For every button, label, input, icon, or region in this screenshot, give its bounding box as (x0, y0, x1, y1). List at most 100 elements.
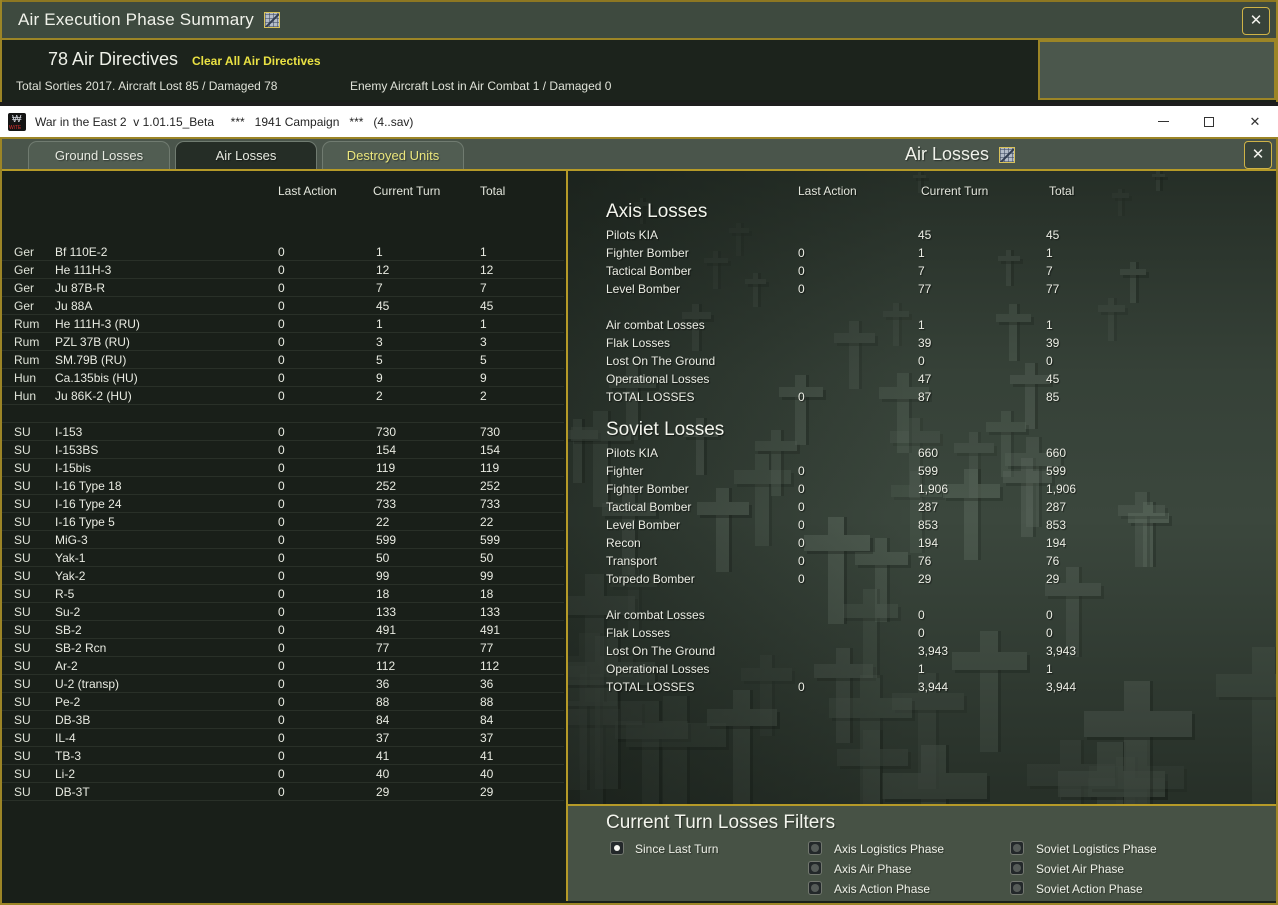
cell-group: Ger (14, 263, 35, 277)
table-group-spacer (2, 405, 564, 423)
cell-last: 0 (278, 479, 285, 493)
loss-row: Air combat Losses 0 0 (568, 606, 1276, 624)
loss-row: TOTAL LOSSES 0 87 85 (568, 388, 1276, 406)
close-button[interactable]: ✕ (1232, 106, 1278, 137)
aircraft-rows: Ger Bf 110E-2 0 1 1 Ger He 111H-3 0 12 12 Ger Ju 87… (2, 243, 564, 801)
cell-current: 599 (918, 464, 939, 478)
left-table-header: Last Action Current Turn Total (2, 184, 566, 200)
checkbox-label-axis-logistics-phase: Axis Logistics Phase (834, 842, 945, 856)
right-table-header: Last Action Current Turn Total (568, 184, 1276, 200)
checkbox-axis-action-phase[interactable] (808, 881, 822, 895)
cell-group: Hun (14, 389, 37, 403)
cell-total: 45 (480, 299, 494, 313)
cell-total: 45 (1046, 372, 1060, 386)
window-titlebar[interactable]: War in the East 2 v 1.01.15_Beta *** 194… (0, 106, 1278, 137)
cell-current: 36 (376, 677, 390, 691)
col-last-action: Last Action (798, 184, 857, 198)
checkbox-soviet-action-phase[interactable] (1010, 881, 1024, 895)
cell-total: 119 (480, 461, 500, 475)
enemy-losses-summary-text: Enemy Aircraft Lost in Air Combat 1 / Da… (350, 79, 612, 93)
table-row: SU I-153 0 730 730 (2, 423, 564, 441)
table-row: SU Ar-2 0 112 112 (2, 657, 564, 675)
cell-name: IL-4 (55, 731, 76, 745)
section-spacer (568, 298, 1276, 316)
cell-name: I-153 (55, 425, 83, 439)
loss-row: Transport 0 76 76 (568, 552, 1276, 570)
table-row: SU MiG-3 0 599 599 (2, 531, 564, 549)
panel-close-button[interactable]: ✕ (1244, 141, 1272, 169)
cell-group: Rum (14, 317, 40, 331)
cell-group: SU (14, 497, 31, 511)
cell-last: 0 (278, 641, 285, 655)
cell-group: SU (14, 443, 31, 457)
loss-row: Tactical Bomber 0 287 287 (568, 498, 1276, 516)
cell-label: Fighter (606, 464, 644, 478)
table-row: SU I-153BS 0 154 154 (2, 441, 564, 459)
table-row: Hun Ju 86K-2 (HU) 0 2 2 (2, 387, 564, 405)
cell-total: 194 (1046, 536, 1067, 550)
cell-current: 50 (376, 551, 390, 565)
tab-ground-losses[interactable]: Ground Losses (28, 141, 170, 169)
window-controls: ✕ (1140, 106, 1278, 137)
checkbox-soviet-air-phase[interactable] (1010, 861, 1024, 875)
cell-current: 194 (918, 536, 939, 550)
minimize-button[interactable] (1140, 106, 1186, 137)
col-last-action: Last Action (278, 184, 337, 198)
checkbox-label-axis-action-phase: Axis Action Phase (834, 882, 931, 896)
cell-label: Air combat Losses (606, 318, 705, 332)
panel-title-text: Air Losses (905, 144, 990, 164)
cell-current: 154 (376, 443, 397, 457)
cell-label: Tactical Bomber (606, 264, 692, 278)
cell-total: 853 (1046, 518, 1067, 532)
cell-last: 0 (278, 767, 285, 781)
cell-total: 154 (480, 443, 501, 457)
table-row: SU Li-2 0 40 40 (2, 765, 564, 783)
cell-last: 0 (278, 371, 285, 385)
cell-name: DB-3B (55, 713, 91, 727)
cell-current: 41 (376, 749, 390, 763)
panel-log-icon[interactable] (999, 146, 1016, 163)
cell-label: Lost On The Ground (606, 354, 716, 368)
cell-last: 0 (278, 533, 285, 547)
loss-row: Fighter Bomber 0 1,906 1,906 (568, 480, 1276, 498)
tab-destroyed-units[interactable]: Destroyed Units (322, 141, 464, 169)
filters-title: Current Turn Losses Filters (606, 812, 836, 833)
loss-row: Torpedo Bomber 0 29 29 (568, 570, 1276, 588)
cell-last: 0 (278, 497, 285, 511)
cell-name: He 111H-3 (RU) (55, 317, 140, 331)
cell-name: SB-2 (55, 623, 82, 637)
clear-all-directives-link[interactable]: Clear All Air Directives (192, 54, 321, 68)
cell-label: Pilots KIA (606, 228, 659, 242)
cell-label: Flak Losses (606, 626, 671, 640)
cell-current: 0 (918, 626, 925, 640)
cell-group: SU (14, 641, 31, 655)
summary-close-button[interactable]: ✕ (1242, 7, 1270, 35)
cell-last: 0 (278, 605, 285, 619)
cell-name: DB-3T (55, 785, 90, 799)
cell-name: Ju 88A (55, 299, 93, 313)
cell-current: 287 (918, 500, 939, 514)
cell-current: 853 (918, 518, 939, 532)
loss-row: Air combat Losses 1 1 (568, 316, 1276, 334)
checkbox-axis-air-phase[interactable] (808, 861, 822, 875)
cell-current: 45 (376, 299, 390, 313)
summary-log-icon[interactable] (263, 12, 280, 28)
radio-since-last-turn[interactable] (610, 841, 624, 855)
maximize-icon (1204, 116, 1214, 127)
cell-current: 29 (918, 572, 932, 586)
cell-group: SU (14, 623, 31, 637)
table-row: SU SB-2 0 491 491 (2, 621, 564, 639)
checkbox-soviet-logistics-phase[interactable] (1010, 841, 1024, 855)
checkbox-axis-logistics-phase[interactable] (808, 841, 822, 855)
cell-name: I-153BS (55, 443, 99, 457)
cell-current: 77 (918, 282, 932, 296)
cell-current: 18 (376, 587, 390, 601)
tab-air-losses[interactable]: Air Losses (175, 141, 317, 169)
maximize-button[interactable] (1186, 106, 1232, 137)
cell-last: 0 (278, 317, 285, 331)
app-icon (8, 112, 26, 131)
cell-group: SU (14, 605, 31, 619)
cell-total: 22 (480, 515, 494, 529)
table-row: Ger Ju 88A 0 45 45 (2, 297, 564, 315)
cell-last: 0 (798, 482, 805, 496)
